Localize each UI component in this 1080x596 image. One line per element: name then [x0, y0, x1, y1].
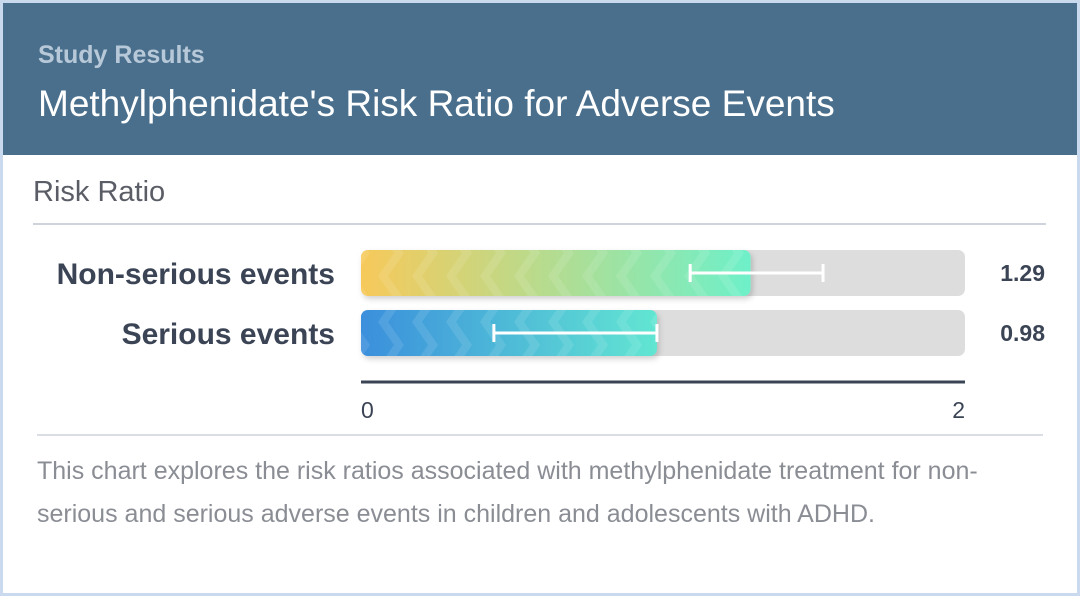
header-kicker: Study Results — [38, 41, 205, 69]
card-header: Study Results Methylphenidate's Risk Rat… — [3, 3, 1077, 155]
category-label: Non-serious events — [57, 258, 335, 291]
divider-top — [33, 223, 1046, 225]
divider-bottom — [37, 434, 1043, 436]
chart-caption: This chart explores the risk ratios asso… — [37, 457, 978, 528]
axis-title: Risk Ratio — [33, 176, 166, 208]
value-label: 1.29 — [1000, 260, 1045, 286]
chart-title: Methylphenidate's Risk Ratio for Adverse… — [38, 83, 835, 124]
category-label: Serious events — [122, 318, 335, 351]
tick-label: 2 — [952, 397, 965, 423]
value-label: 0.98 — [1000, 320, 1045, 346]
tick-label: 0 — [361, 397, 374, 423]
bar-pattern — [361, 250, 751, 296]
chart-card: Study Results Methylphenidate's Risk Rat… — [3, 3, 1077, 593]
